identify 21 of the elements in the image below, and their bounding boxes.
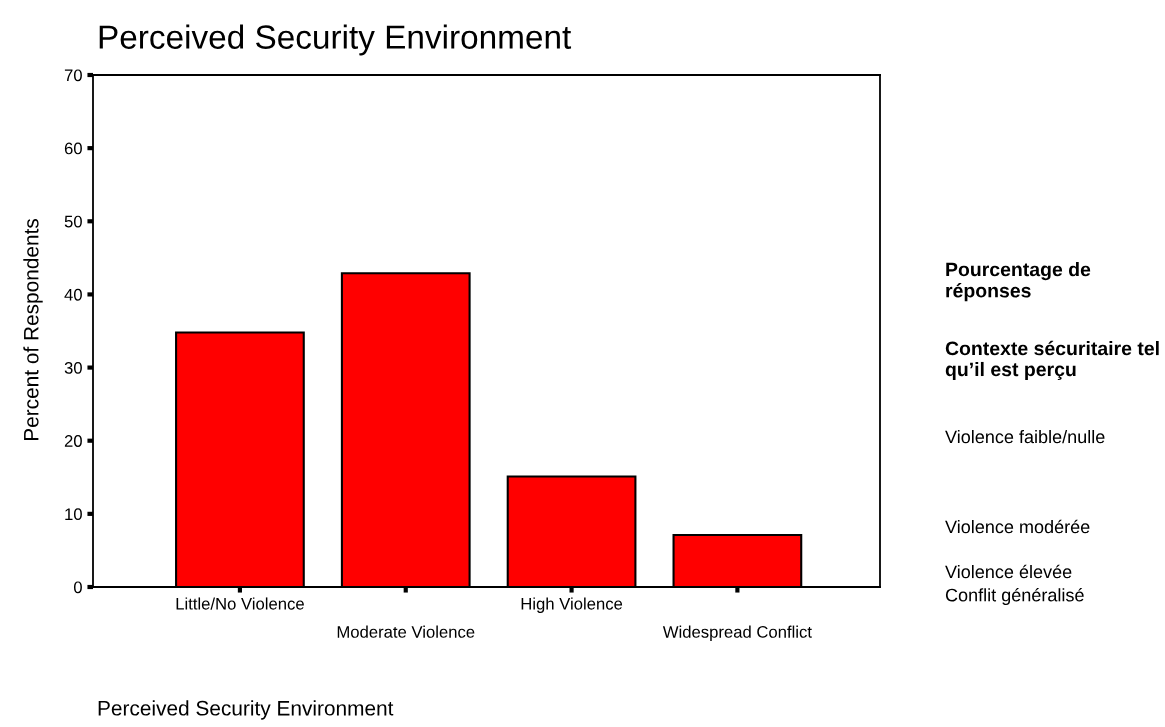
- text: Contexte sécuritaire tel qu’il est perçu: [945, 340, 1159, 381]
- y-tick-label: 50: [64, 215, 82, 228]
- y-tick-label: 60: [64, 142, 82, 155]
- y-tick-label: 30: [64, 361, 82, 374]
- y-axis-title: Percent of Respondents: [23, 218, 43, 441]
- y-tick-label: 20: [64, 435, 82, 447]
- x-tick-label: Little/No Violence: [176, 597, 304, 610]
- text: Pourcentage de réponses: [946, 262, 1091, 302]
- text: Violence élevée: [945, 564, 1072, 579]
- text: Violence modérée: [945, 519, 1090, 534]
- x-tick-label: Moderate Violence: [337, 625, 475, 638]
- y-tick-label: 40: [64, 288, 82, 301]
- y-tick-label: 10: [65, 508, 82, 521]
- chart-title: Perceived Security Environment: [99, 24, 572, 56]
- x-axis-title: Perceived Security Environment: [98, 700, 394, 720]
- x-tick-label: High Violence: [521, 597, 623, 613]
- x-tick-label: Widespread Conflict: [662, 625, 812, 642]
- text: Violence faible/nulle: [945, 430, 1105, 444]
- y-tick-label: 70: [64, 69, 82, 82]
- text: Conflit généralisé: [945, 588, 1084, 606]
- y-tick-label: 0: [73, 581, 82, 594]
